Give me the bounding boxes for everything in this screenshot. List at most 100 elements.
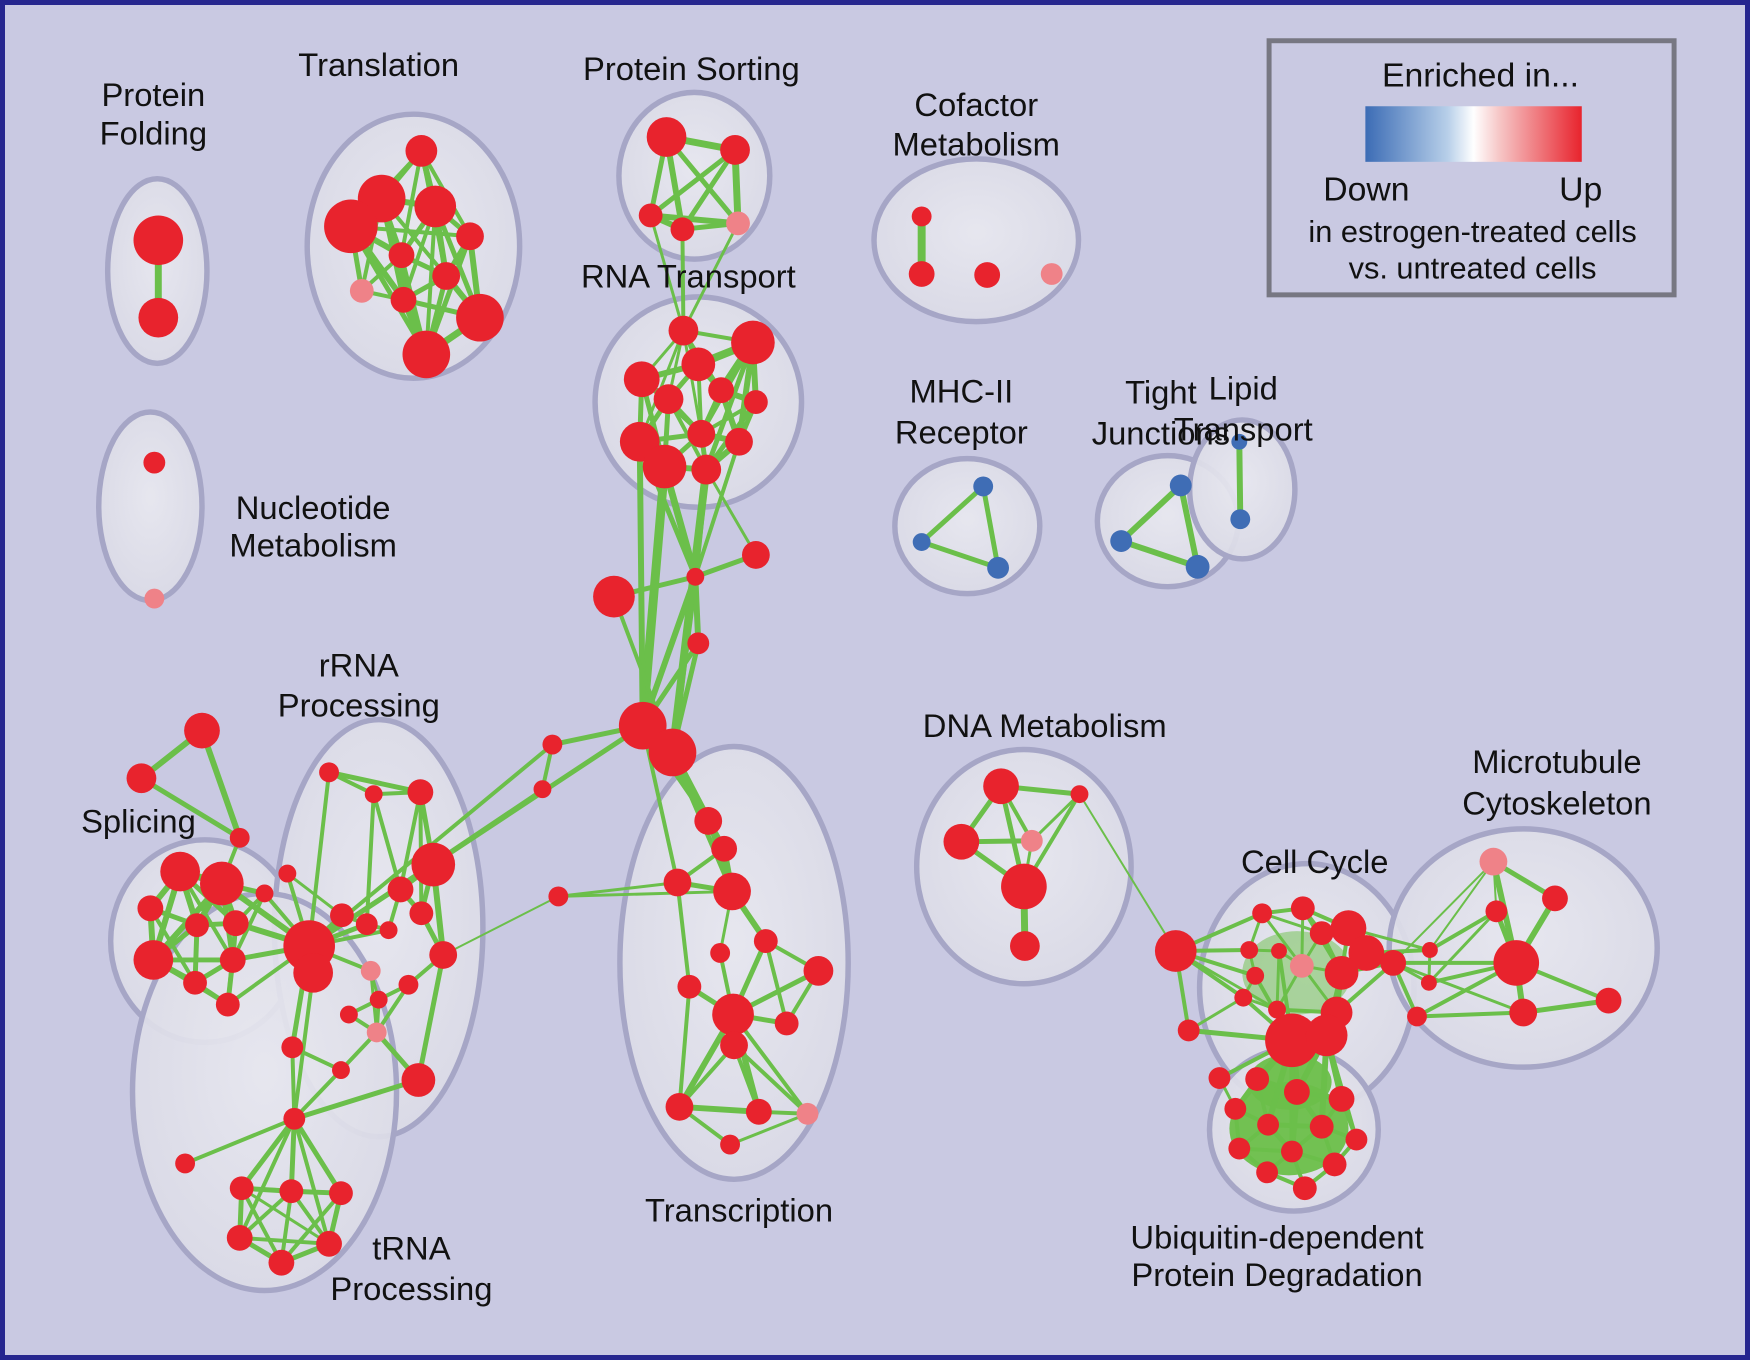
edge [1177,482,1201,570]
gene-set-node-up [143,451,166,474]
gene-set-node-up [387,876,414,903]
gene-set-node-up [1252,903,1273,924]
cluster-label-microtubule-cytoskeleton: Microtubule [1472,743,1641,780]
gene-set-node-up [316,1230,342,1257]
gene-set-node-up [268,1249,295,1276]
gene-set-node-up [279,1179,304,1204]
cluster-label-mhc-ii-receptor: Receptor [895,413,1028,450]
gene-set-node-up [1322,1152,1347,1177]
gene-set-node-up [642,444,687,489]
gene-set-node-weak-up [1020,829,1043,852]
gene-set-node-up [911,206,932,227]
gene-set-node-weak-up [1289,953,1314,978]
gene-set-node-up [1330,910,1367,947]
gene-set-node-up [222,910,249,937]
edge [424,204,438,357]
edge [415,952,446,1083]
gene-set-node-up [1240,941,1259,959]
edge [919,539,1001,571]
gene-set-node-up [278,864,297,883]
gene-set-node-up [407,779,434,806]
gene-set-node-up [432,262,461,290]
gene-set-node-weak-up [1040,263,1063,285]
gene-set-node-up [593,575,635,618]
gene-set-node-weak-up [726,211,750,236]
edge [679,147,738,232]
gene-set-node-up [339,1005,358,1024]
gene-set-node-up [1328,1085,1355,1112]
legend: Enriched in... Down Up in estrogen-treat… [1266,38,1677,298]
gene-set-node-up [1208,1067,1231,1089]
gene-set-node-up [687,632,710,655]
gene-set-node-up [175,1153,196,1174]
gene-set-node-up [398,974,419,995]
gene-set-node-up [713,872,751,911]
gene-set-node-up [1305,1014,1348,1057]
cluster-label-lipid-transport: Lipid [1209,370,1278,407]
edge [138,775,243,841]
edge [732,1043,810,1116]
gene-set-node-up [542,734,563,755]
gene-set-node-up [138,297,179,338]
legend-caption-line2: vs. untreated cells [1349,251,1597,286]
cluster-ellipse-protein-sorting [616,89,773,262]
edge [1118,538,1201,570]
edge [199,727,243,841]
gene-set-node-up [663,868,692,897]
gene-set-node-up [1380,950,1407,976]
edge [292,1116,332,1246]
gene-set-node-up [1268,1000,1286,1019]
gene-set-node-up [200,861,244,906]
gene-set-node-up [803,955,834,986]
gene-set-node-up [677,974,702,999]
gene-set-node-down [987,556,1010,579]
edge [1391,961,1525,1015]
cluster-label-protein-sorting: Protein Sorting [583,50,800,87]
legend-down-label: Down [1323,171,1409,209]
gene-set-node-up [1154,930,1197,972]
gene-set-node-up [226,1224,253,1251]
cluster-label-trna-processing: tRNA [372,1229,450,1266]
gene-set-node-weak-up [1479,847,1508,876]
gene-set-node-up [332,1061,350,1080]
gene-set-node-up [1283,1079,1310,1105]
cluster-ellipse-cofactor-metabolism [871,156,1082,325]
edge [307,770,332,949]
gene-set-node-up [229,827,250,848]
edge [1236,438,1244,523]
cluster-label-translation: Translation [298,46,459,83]
gene-set-node-up [1292,1176,1317,1201]
edge [442,895,560,956]
gene-set-node-up [648,728,697,777]
gene-set-node-up [943,823,980,860]
gene-set-node-up [183,970,207,995]
cluster-label-ubiquitin-degradation: Ubiquitin-dependent [1130,1218,1423,1255]
edge [728,1112,809,1147]
gene-set-node-up [731,320,775,365]
edge [919,483,986,545]
gene-set-node-up [324,199,378,254]
gene-set-node-up [670,217,695,242]
edge [1427,909,1498,985]
gene-set-node-up [429,941,458,969]
gene-set-node-up [710,943,731,963]
gene-set-node-up [681,347,716,382]
gene-set-node-up [548,886,569,907]
gene-set-node-up [229,1176,254,1201]
gene-set-node-up [283,1107,306,1130]
gene-set-node-down [1231,433,1248,450]
edge [556,881,679,898]
edge [237,1116,297,1240]
cluster-label-cell-cycle: Cell Cycle [1241,843,1388,880]
gene-set-node-up [133,215,184,266]
legend-title: Enriched in... [1382,56,1579,94]
gene-set-node-up [1070,785,1089,804]
gene-set-node-up [533,780,552,799]
gene-set-node-up [364,785,383,804]
gene-set-node-weak-up [360,960,381,981]
cluster-label-rrna-processing: rRNA [319,647,399,684]
gene-set-node-down [1169,474,1192,497]
gene-set-node-up [646,117,687,157]
gene-set-node-up [330,903,354,928]
